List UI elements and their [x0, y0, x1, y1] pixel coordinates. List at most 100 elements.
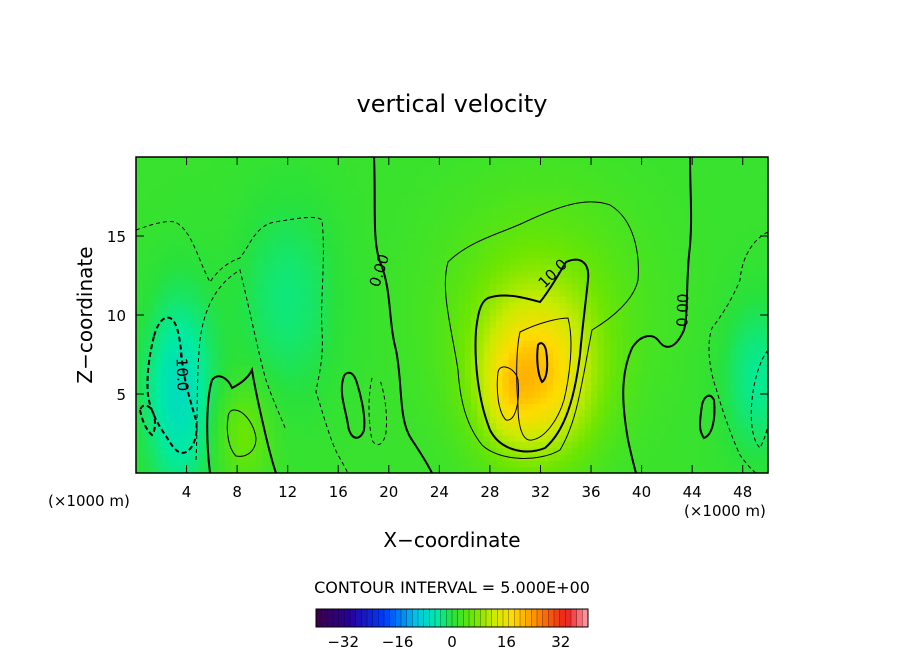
field-cell — [477, 460, 485, 468]
field-cell — [470, 258, 478, 266]
field-cell — [698, 409, 706, 417]
field-cell — [344, 188, 352, 196]
field-cell — [344, 194, 352, 202]
field-cell — [331, 213, 339, 221]
field-cell — [325, 403, 333, 411]
field-cell — [464, 283, 472, 291]
field-cell — [237, 157, 245, 164]
field-cell — [180, 384, 188, 392]
field-cell — [262, 207, 270, 215]
field-cell — [306, 371, 314, 379]
field-cell — [142, 194, 150, 202]
field-cell — [445, 390, 453, 398]
field-cell — [483, 422, 491, 430]
field-cell — [717, 460, 725, 468]
field-cell — [426, 346, 434, 354]
field-cell — [186, 296, 194, 303]
velocity-field — [136, 157, 768, 473]
field-cell — [559, 333, 567, 341]
field-cell — [698, 441, 706, 449]
field-cell — [749, 416, 756, 424]
field-cell — [350, 409, 358, 417]
field-cell — [205, 371, 213, 379]
field-cell — [540, 201, 548, 209]
field-cell — [673, 371, 681, 379]
field-cell — [736, 296, 744, 303]
field-cell — [654, 359, 662, 367]
field-cell — [407, 321, 415, 329]
field-cell — [180, 194, 188, 202]
field-cell — [154, 207, 162, 215]
field-cell — [312, 390, 320, 398]
field-cell — [275, 169, 282, 177]
field-cell — [666, 441, 674, 449]
field-cell — [698, 460, 706, 468]
field-cell — [319, 371, 327, 379]
field-cell — [218, 321, 226, 329]
field-cell — [616, 378, 624, 386]
field-cell — [452, 327, 459, 335]
field-cell — [711, 245, 719, 253]
field-cell — [591, 321, 598, 329]
field-cell — [376, 447, 384, 455]
field-cell — [243, 435, 251, 442]
field-cell — [376, 371, 384, 379]
field-cell — [546, 169, 554, 177]
field-cell — [268, 390, 276, 398]
field-cell — [331, 447, 339, 455]
field-cell — [730, 435, 737, 442]
field-cell — [704, 340, 712, 348]
field-cell — [749, 194, 756, 202]
field-cell — [698, 239, 706, 247]
field-cell — [249, 321, 257, 329]
field-cell — [515, 296, 523, 303]
field-cell — [489, 346, 497, 354]
field-cell — [199, 409, 207, 417]
field-cell — [578, 302, 586, 310]
field-cell — [489, 454, 497, 461]
field-cell — [275, 435, 282, 442]
field-cell — [673, 346, 681, 354]
field-cell — [388, 251, 396, 259]
field-cell — [300, 308, 308, 316]
field-cell — [395, 264, 403, 272]
field-cell — [635, 175, 643, 183]
field-cell — [180, 283, 188, 291]
field-cell — [357, 428, 365, 436]
field-cell — [350, 447, 358, 455]
field-cell — [546, 258, 554, 266]
field-cell — [249, 422, 257, 430]
field-cell — [401, 327, 409, 335]
field-cell — [534, 283, 542, 291]
field-cell — [433, 454, 440, 461]
field-cell — [294, 454, 301, 461]
field-cell — [148, 409, 156, 417]
field-cell — [742, 327, 750, 335]
field-cell — [249, 239, 257, 247]
field-cell — [711, 232, 719, 240]
field-cell — [445, 245, 453, 253]
field-cell — [610, 188, 617, 196]
field-cell — [597, 384, 605, 392]
field-cell — [287, 277, 295, 284]
field-cell — [515, 207, 523, 215]
field-cell — [489, 409, 497, 417]
field-cell — [376, 333, 384, 341]
field-cell — [180, 466, 188, 473]
field-cell — [287, 454, 295, 461]
field-cell — [300, 378, 308, 386]
field-cell — [306, 365, 314, 373]
field-cell — [407, 277, 415, 284]
field-cell — [692, 163, 700, 171]
field-cell — [546, 251, 554, 259]
field-cell — [723, 428, 731, 436]
field-cell — [660, 460, 668, 468]
field-cell — [294, 232, 301, 240]
field-cell — [192, 182, 200, 190]
field-cell — [325, 270, 333, 278]
field-cell — [439, 163, 447, 171]
field-cell — [407, 340, 415, 348]
field-cell — [679, 232, 687, 240]
field-cell — [679, 422, 687, 430]
field-cell — [420, 182, 428, 190]
